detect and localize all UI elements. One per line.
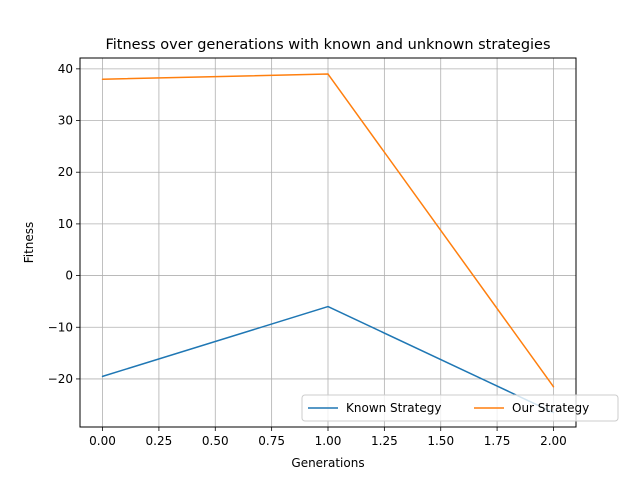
x-tick-label: 0.00 <box>89 434 116 448</box>
legend-label: Our Strategy <box>512 401 589 415</box>
y-tick-label: 30 <box>58 114 73 128</box>
axis-ticks: 0.00 0.25 0.50 0.75 1.00 1.25 1.50 1.75 2.00 −20 −… <box>48 62 567 448</box>
data-point <box>101 375 104 378</box>
y-tick-label: −20 <box>48 372 73 386</box>
y-tick-label: 40 <box>58 62 73 76</box>
legend-box <box>301 394 619 422</box>
legend-label: Known Strategy <box>346 401 441 415</box>
y-tick-label: 10 <box>58 217 73 231</box>
legend: Known Strategy Our Strategy <box>301 394 619 422</box>
chart-title: Fitness over generations with known and … <box>105 37 550 53</box>
data-point <box>327 305 329 308</box>
data-point <box>101 78 104 80</box>
x-tick-label: 0.50 <box>202 434 229 448</box>
x-tick-label: 1.50 <box>427 434 454 448</box>
y-tick-label: −10 <box>48 320 73 334</box>
y-tick-label: 20 <box>58 165 73 179</box>
x-tick-label: 2.00 <box>540 434 567 448</box>
data-point <box>552 385 555 388</box>
y-tick-label: 0 <box>65 269 73 283</box>
x-tick-label: 1.25 <box>371 434 398 448</box>
y-axis-label: Fitness <box>22 222 36 264</box>
x-tick-label: 0.75 <box>258 434 285 448</box>
x-tick-label: 1.00 <box>315 434 342 448</box>
grid <box>80 58 576 427</box>
x-axis-label: Generations <box>291 456 364 470</box>
x-tick-label: 1.75 <box>484 434 511 448</box>
x-tick-label: 0.25 <box>146 434 173 448</box>
data-point <box>327 73 329 75</box>
